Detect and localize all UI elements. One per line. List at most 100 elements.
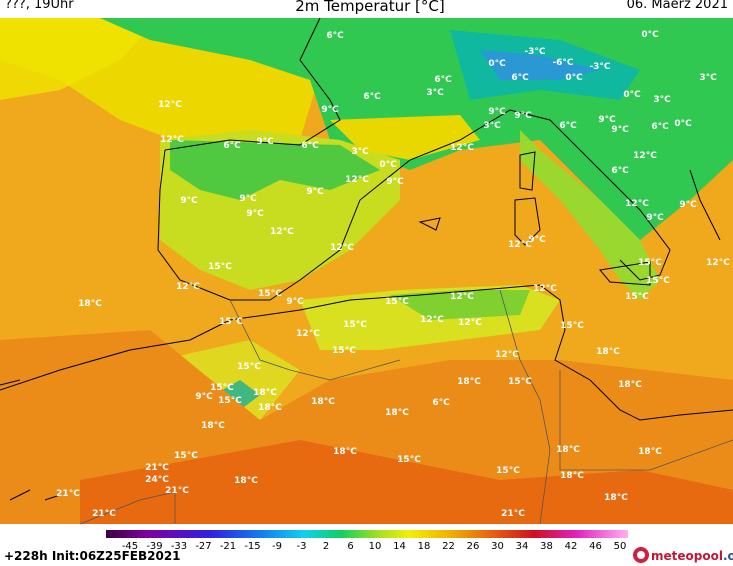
temperature-label: 15°C — [218, 396, 242, 406]
temperature-label: 3°C — [483, 121, 501, 131]
temperature-label: 3°C — [426, 88, 444, 98]
temperature-label: 3°C — [653, 95, 671, 105]
temperature-label: 18°C — [560, 471, 584, 481]
temperature-label: -3°C — [524, 47, 545, 57]
temperature-label: 3°C — [699, 73, 717, 83]
temperature-label: 9°C — [488, 107, 506, 117]
temperature-label: 15°C — [508, 377, 532, 387]
temperature-label: 9°C — [679, 200, 697, 210]
colorbar-tick-label: -39 — [146, 541, 162, 552]
temperature-label: 0°C — [488, 59, 506, 69]
temperature-label: 12°C — [495, 350, 519, 360]
temperature-label: 12°C — [296, 329, 320, 339]
temperature-label: 12°C — [450, 143, 474, 153]
temperature-label: 15°C — [496, 466, 520, 476]
temperature-label: 6°C — [611, 166, 629, 176]
temperature-label: 9°C — [246, 209, 264, 219]
colorbar-tick-label: -27 — [195, 541, 211, 552]
temperature-label: 6°C — [363, 92, 381, 102]
temperature-label: 18°C — [253, 388, 277, 398]
temperature-label: 15°C — [646, 276, 670, 286]
temperature-label: 0°C — [379, 160, 397, 170]
colorbar-tick-label: 10 — [369, 541, 382, 552]
colorbar-tick-label: -9 — [272, 541, 282, 552]
temperature-label: 18°C — [604, 493, 628, 503]
colorbar-tick-label: 14 — [393, 541, 406, 552]
colorbar-tick-label: 22 — [442, 541, 455, 552]
map — [0, 17, 733, 525]
temperature-label: 18°C — [333, 447, 357, 457]
temperature-label: 12°C — [420, 315, 444, 325]
temperature-label: 9°C — [306, 187, 324, 197]
temperature-label: 12°C — [330, 243, 354, 253]
colorbar-tick-label: 30 — [491, 541, 504, 552]
temperature-label: 12°C — [533, 284, 557, 294]
temperature-label: 6°C — [301, 141, 319, 151]
colorbar-tick-label: -3 — [297, 541, 307, 552]
temperature-label: 9°C — [286, 297, 304, 307]
temperature-label: 9°C — [386, 177, 404, 187]
temperature-label: 18°C — [556, 445, 580, 455]
temperature-label: 12°C — [633, 151, 657, 161]
temperature-label: 21°C — [92, 509, 116, 519]
temperature-label: 6°C — [511, 73, 529, 83]
temperature-label: 9°C — [256, 137, 274, 147]
temperature-label: 0°C — [623, 90, 641, 100]
temperature-label: 15°C — [258, 289, 282, 299]
temperature-label: 12°C — [176, 282, 200, 292]
colorbar-tick-label: 18 — [418, 541, 431, 552]
colorbar-tick-label: 34 — [516, 541, 529, 552]
brand-name: meteopool — [651, 549, 723, 563]
temperature-label: 9°C — [598, 115, 616, 125]
colorbar-tick-label: 38 — [540, 541, 553, 552]
colorbar — [106, 530, 628, 538]
temperature-label: 12°C — [160, 135, 184, 145]
temperature-label: 6°C — [223, 141, 241, 151]
temperature-label: 3°C — [351, 147, 369, 157]
temperature-label: 15°C — [174, 451, 198, 461]
colorbar-tick-label: 50 — [614, 541, 627, 552]
temperature-label: -6°C — [552, 58, 573, 68]
temperature-label: 24°C — [145, 475, 169, 485]
temperature-label: 15°C — [332, 346, 356, 356]
colorbar-tick-label: 26 — [467, 541, 480, 552]
temperature-label: 9°C — [646, 213, 664, 223]
colorbar-tick-label: -33 — [171, 541, 187, 552]
temperature-label: 15°C — [625, 292, 649, 302]
brand-icon-inner — [637, 551, 645, 559]
temperature-label: 12°C — [508, 240, 532, 250]
temperature-label: 9°C — [195, 392, 213, 402]
temperature-label: 15°C — [397, 455, 421, 465]
temperature-label: 15°C — [638, 258, 662, 268]
temperature-label: 15°C — [219, 317, 243, 327]
temperature-label: 18°C — [638, 447, 662, 457]
temperature-label: 12°C — [706, 258, 730, 268]
temperature-label: 9°C — [514, 111, 532, 121]
temperature-label: 9°C — [528, 235, 546, 245]
colorbar-tick-label: 6 — [347, 541, 353, 552]
temperature-label: 21°C — [56, 489, 80, 499]
temperature-label: 15°C — [237, 362, 261, 372]
colorbar-ticks: -45 -39 -33 -27 -21 -15 -9 -3 2 6 10 14 18 22 26 30 34 38… — [122, 541, 627, 552]
colorbar-tick-label: -45 — [122, 541, 138, 552]
temperature-label: 9°C — [180, 196, 198, 206]
temperature-label: 6°C — [434, 75, 452, 85]
colorbar-tick-label: 46 — [589, 541, 602, 552]
temperature-label: 12°C — [625, 199, 649, 209]
header-title: 2m Temperatur [°C] — [295, 0, 445, 15]
temperature-label: 12°C — [458, 318, 482, 328]
brand-tld: .org — [723, 549, 733, 563]
temperature-label: -3°C — [589, 62, 610, 72]
temperature-label: 9°C — [321, 105, 339, 115]
header-date: 06. Maerz 2021 — [627, 0, 728, 12]
temperature-label: 15°C — [208, 262, 232, 272]
colorbar-tick-label: -21 — [220, 541, 236, 552]
colorbar-tick-label: -15 — [244, 541, 260, 552]
temperature-label: 15°C — [560, 321, 584, 331]
temperature-label: 0°C — [641, 30, 659, 40]
colorbar-tick-label: 2 — [323, 541, 329, 552]
temperature-label: 21°C — [145, 463, 169, 473]
header-left: ???, 19Uhr — [5, 0, 74, 12]
temperature-label: 21°C — [165, 486, 189, 496]
